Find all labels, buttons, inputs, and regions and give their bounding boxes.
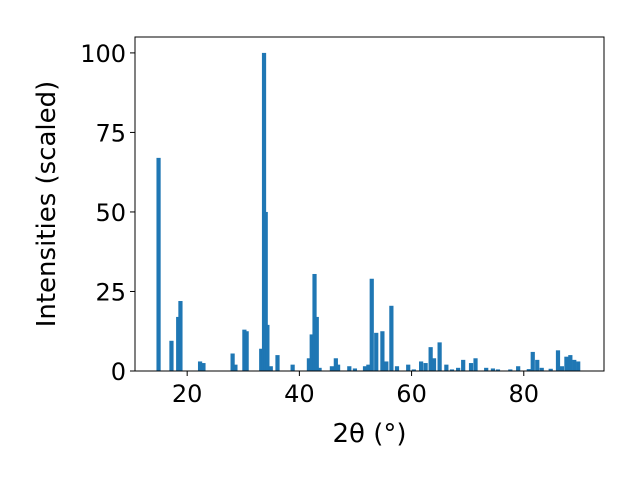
bar bbox=[568, 355, 573, 371]
bar bbox=[374, 332, 379, 371]
bar bbox=[366, 364, 371, 371]
bar-series bbox=[156, 52, 581, 372]
x-tick-label: 80 bbox=[509, 380, 540, 408]
bar bbox=[530, 351, 535, 371]
bar bbox=[411, 369, 416, 371]
bar bbox=[169, 340, 174, 371]
y-tick-label: 0 bbox=[111, 358, 126, 386]
bar bbox=[428, 347, 433, 371]
y-tick-label: 75 bbox=[95, 119, 126, 147]
bar bbox=[314, 316, 319, 371]
bar bbox=[548, 368, 553, 371]
bar bbox=[449, 369, 455, 371]
bar bbox=[306, 358, 312, 371]
bar bbox=[317, 367, 322, 371]
bar bbox=[201, 363, 206, 371]
bar bbox=[564, 356, 569, 371]
bar bbox=[362, 366, 368, 371]
bar bbox=[456, 367, 461, 371]
bar bbox=[309, 334, 314, 371]
bar bbox=[268, 366, 273, 371]
bar bbox=[275, 355, 280, 371]
y-tick-label: 100 bbox=[80, 40, 126, 68]
bar bbox=[197, 361, 203, 371]
bar bbox=[265, 324, 270, 371]
bar bbox=[333, 358, 338, 371]
bar bbox=[555, 350, 561, 371]
bar bbox=[156, 157, 161, 371]
bar bbox=[233, 364, 238, 371]
bar bbox=[473, 358, 478, 371]
bar bbox=[230, 353, 235, 371]
bar bbox=[329, 366, 335, 371]
bar bbox=[244, 331, 249, 371]
x-axis-label: 2θ (°) bbox=[332, 419, 406, 449]
bar bbox=[495, 369, 501, 371]
bar bbox=[335, 364, 341, 371]
bar bbox=[419, 361, 424, 371]
bar bbox=[423, 363, 428, 371]
bar bbox=[178, 301, 183, 371]
bar bbox=[484, 367, 489, 371]
bar bbox=[461, 359, 466, 371]
bar bbox=[394, 366, 400, 371]
bar bbox=[242, 329, 247, 371]
bar bbox=[347, 366, 352, 371]
bar bbox=[176, 316, 181, 371]
bar bbox=[526, 369, 531, 371]
y-axis-label: Intensities (scaled) bbox=[32, 81, 62, 328]
bar bbox=[437, 342, 442, 371]
bar bbox=[389, 305, 394, 371]
plot-frame bbox=[134, 36, 605, 372]
bar bbox=[352, 368, 358, 371]
bar bbox=[431, 358, 437, 371]
bar bbox=[559, 366, 565, 371]
bar bbox=[468, 363, 474, 371]
bar bbox=[369, 278, 374, 371]
x-tick-label: 40 bbox=[284, 380, 315, 408]
y-tick-label: 25 bbox=[95, 278, 126, 306]
bar bbox=[535, 359, 540, 371]
bar bbox=[576, 361, 581, 371]
bar bbox=[572, 359, 577, 371]
bar bbox=[290, 364, 295, 371]
bar bbox=[508, 369, 513, 371]
bar bbox=[516, 366, 521, 371]
y-tick-label: 50 bbox=[95, 199, 126, 227]
bar bbox=[384, 361, 389, 371]
x-axis: 20 40 60 80 bbox=[172, 371, 539, 408]
x-tick-label: 20 bbox=[172, 380, 203, 408]
bar bbox=[259, 348, 264, 371]
bar bbox=[380, 331, 385, 371]
bar bbox=[444, 364, 449, 371]
bar bbox=[312, 273, 317, 371]
bar bbox=[406, 364, 411, 371]
x-tick-label: 60 bbox=[396, 380, 427, 408]
bar bbox=[263, 211, 268, 371]
bar bbox=[490, 368, 496, 371]
bar bbox=[539, 367, 544, 371]
y-axis: 0 25 50 75 100 bbox=[80, 40, 135, 386]
